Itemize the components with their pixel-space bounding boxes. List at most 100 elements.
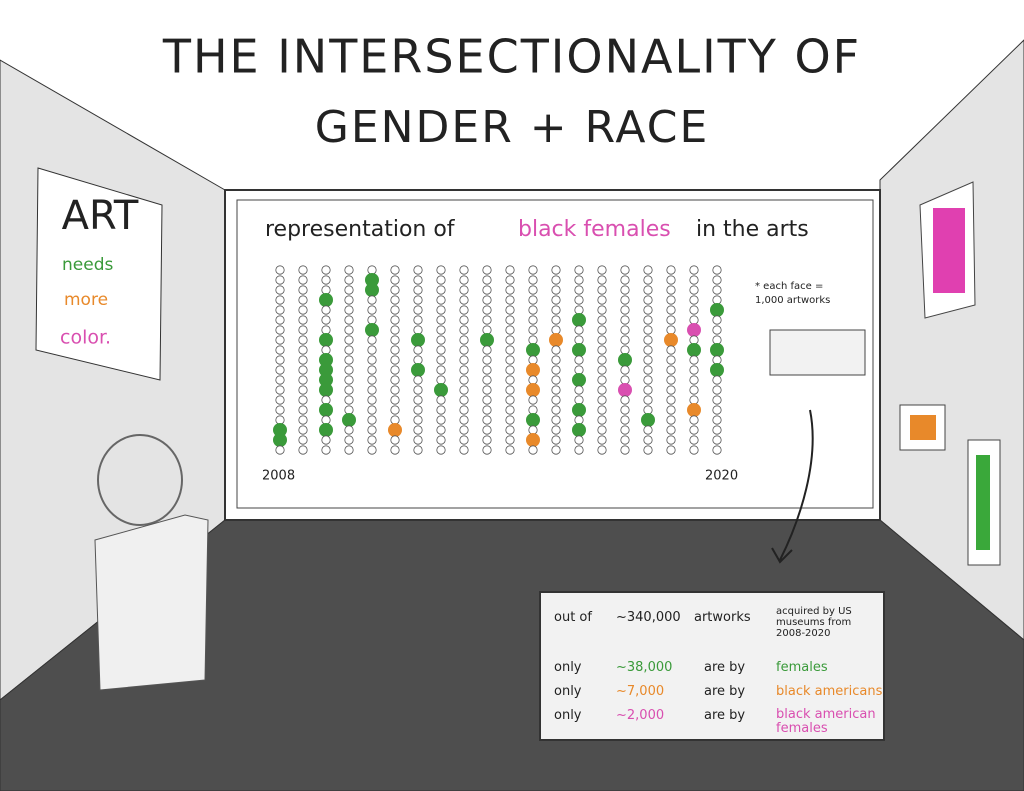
face	[710, 343, 724, 357]
face	[319, 403, 333, 417]
face	[666, 315, 676, 325]
face	[436, 345, 446, 355]
face	[597, 285, 607, 295]
face	[666, 435, 676, 445]
face	[275, 395, 285, 405]
face	[551, 265, 561, 275]
face	[459, 445, 469, 455]
face	[390, 325, 400, 335]
face	[413, 405, 423, 415]
face	[319, 293, 333, 307]
face	[436, 285, 446, 295]
face	[298, 305, 308, 315]
face	[390, 305, 400, 315]
face	[620, 425, 630, 435]
face	[344, 345, 354, 355]
face	[459, 265, 469, 275]
face	[712, 295, 722, 305]
face	[367, 445, 377, 455]
face	[482, 445, 492, 455]
face	[505, 405, 515, 415]
face	[390, 385, 400, 395]
face	[390, 365, 400, 375]
face	[413, 295, 423, 305]
face	[526, 413, 540, 427]
face	[459, 375, 469, 385]
face	[275, 325, 285, 335]
face	[413, 385, 423, 395]
face	[436, 355, 446, 365]
face	[321, 275, 331, 285]
poster-line: color.	[60, 327, 111, 349]
text: only	[554, 684, 582, 699]
face	[413, 425, 423, 435]
face	[572, 423, 586, 437]
face	[321, 435, 331, 445]
face	[572, 403, 586, 417]
face	[620, 345, 630, 355]
face	[298, 385, 308, 395]
face	[298, 415, 308, 425]
face	[572, 373, 586, 387]
face	[273, 433, 287, 447]
face	[413, 435, 423, 445]
face	[551, 405, 561, 415]
face	[367, 375, 377, 385]
face	[298, 285, 308, 295]
sculpture	[97, 434, 183, 526]
face	[436, 295, 446, 305]
face	[666, 275, 676, 285]
face	[666, 345, 676, 355]
face	[597, 365, 607, 375]
face	[620, 435, 630, 445]
face	[413, 275, 423, 285]
face	[413, 445, 423, 455]
face	[319, 333, 333, 347]
face	[551, 305, 561, 315]
face	[689, 355, 699, 365]
face	[574, 385, 584, 395]
face	[275, 305, 285, 315]
text: only	[554, 708, 582, 723]
face	[643, 355, 653, 365]
face	[275, 295, 285, 305]
face	[528, 295, 538, 305]
face	[319, 383, 333, 397]
face	[597, 435, 607, 445]
poster-line: needs	[62, 255, 113, 275]
face	[275, 375, 285, 385]
face	[620, 325, 630, 335]
face	[275, 445, 285, 455]
face	[275, 335, 285, 345]
poster-line: more	[64, 290, 108, 310]
face	[344, 395, 354, 405]
face	[482, 385, 492, 395]
face	[597, 385, 607, 395]
face	[597, 325, 607, 335]
face	[482, 365, 492, 375]
face	[321, 265, 331, 275]
face	[436, 425, 446, 435]
face	[413, 315, 423, 325]
face	[687, 343, 701, 357]
face	[689, 335, 699, 345]
info-panel	[539, 591, 885, 741]
painting	[910, 415, 936, 440]
face	[620, 375, 630, 385]
text: artworks	[694, 610, 751, 625]
face	[459, 395, 469, 405]
face	[436, 305, 446, 315]
face	[275, 355, 285, 365]
mini-panel	[769, 329, 866, 376]
face	[367, 415, 377, 425]
face	[712, 265, 722, 275]
face	[298, 445, 308, 455]
chart-title: representation of	[265, 217, 456, 242]
face	[666, 305, 676, 315]
face	[551, 325, 561, 335]
face	[528, 355, 538, 365]
face	[482, 285, 492, 295]
face	[643, 275, 653, 285]
face	[597, 405, 607, 415]
face	[321, 445, 331, 455]
